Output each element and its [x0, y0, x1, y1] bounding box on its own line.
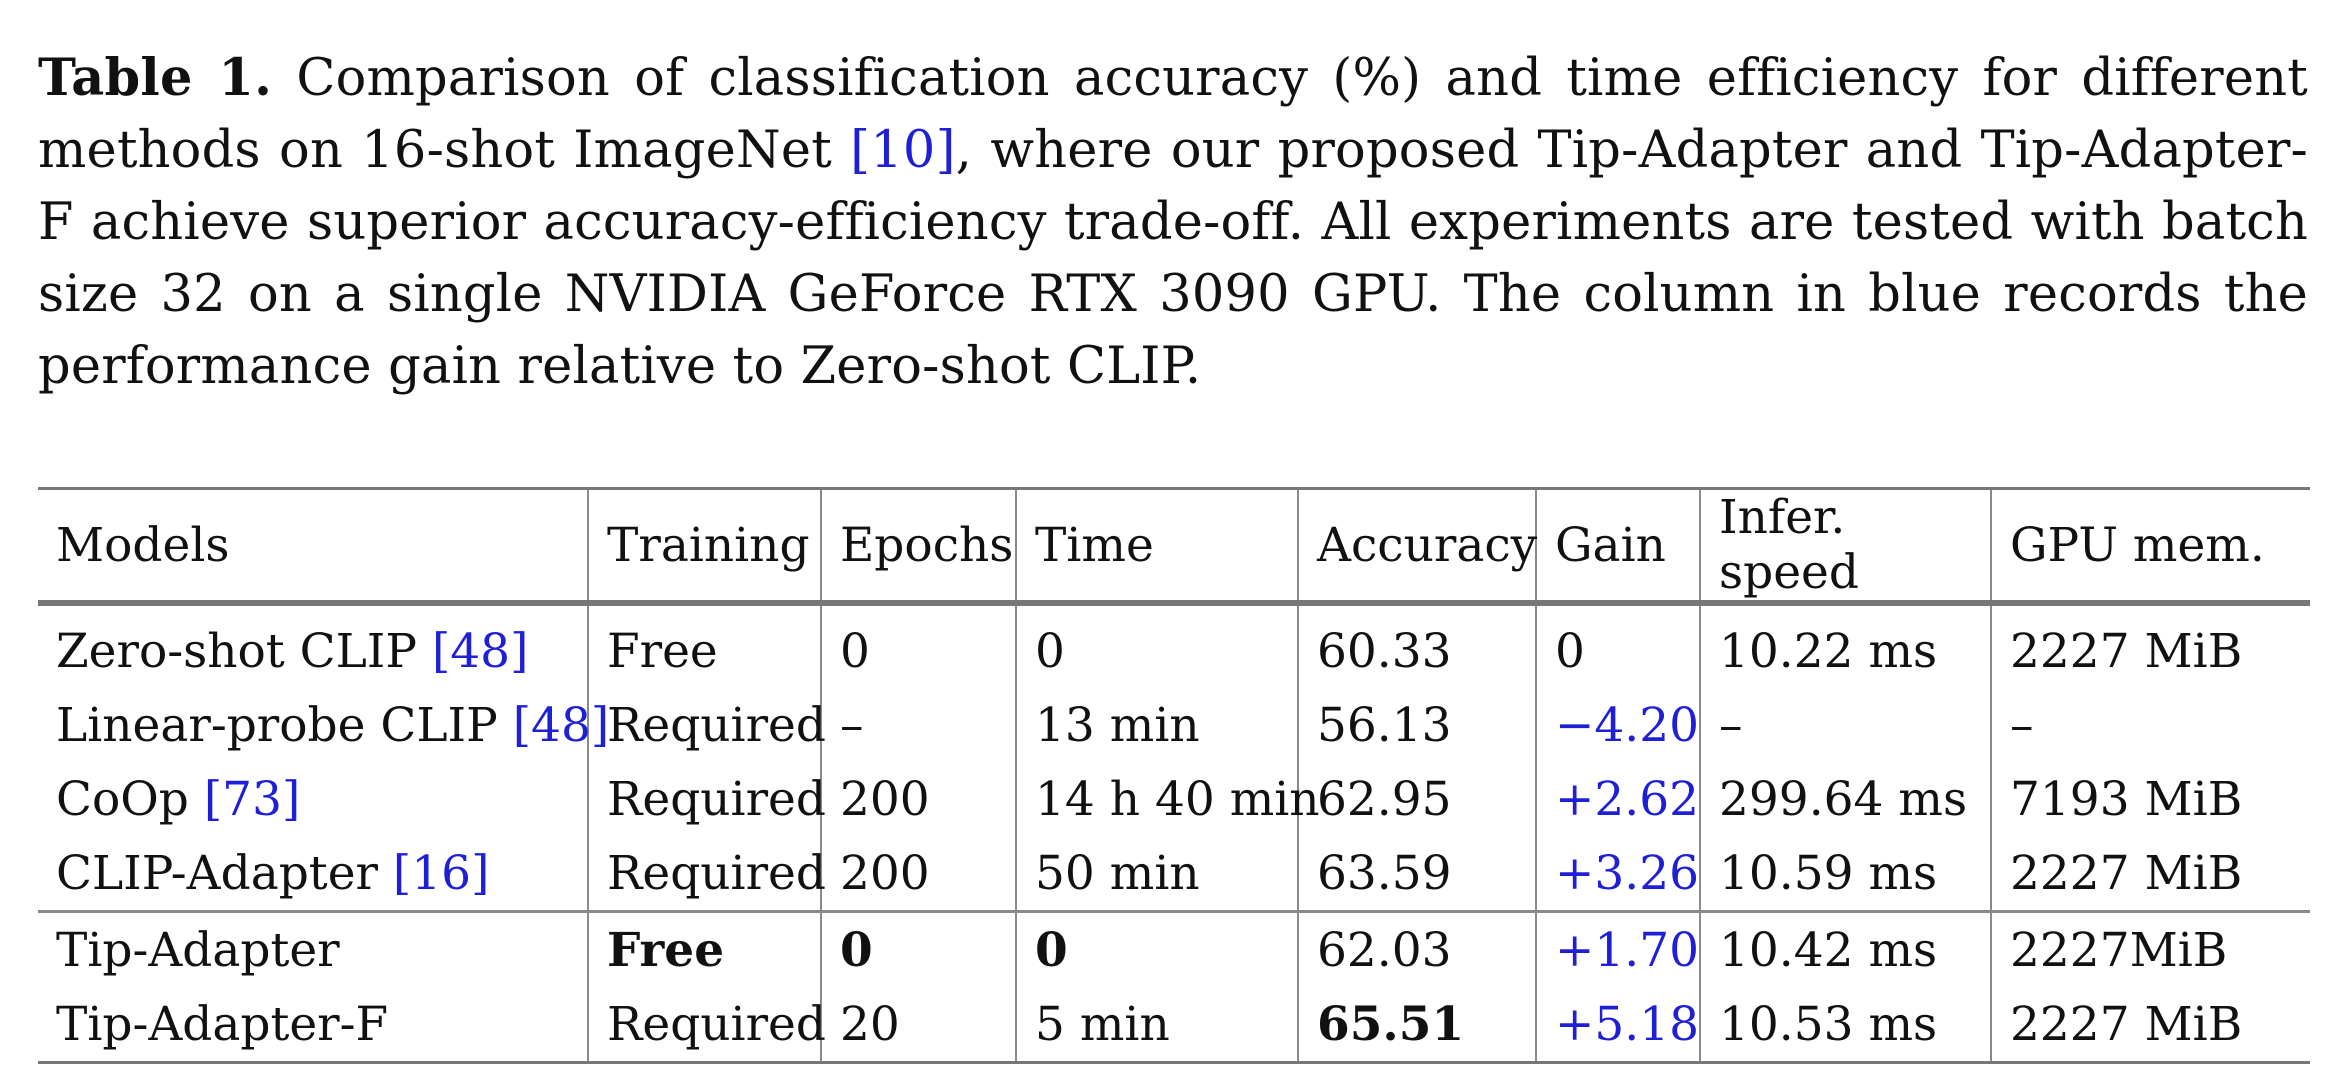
cell-training: Required [587, 762, 826, 836]
cell-time: 0 [1015, 603, 1298, 688]
header-gain: Gain [1535, 487, 1700, 606]
table-caption: Table 1. Comparison of classification ac… [38, 42, 2308, 403]
cell-training: Required [587, 987, 826, 1064]
header-infer-speed: Infer. speed [1699, 487, 1991, 606]
table-row: CLIP-Adapter [16] Required 200 50 min 63… [38, 836, 2310, 912]
cell-gpu-mem: 2227MiB [1990, 910, 2310, 987]
cell-gain: +1.70 [1535, 910, 1700, 987]
header-accuracy: Accuracy [1297, 487, 1537, 606]
cell-gpu-mem: 2227 MiB [1990, 987, 2310, 1064]
cell-accuracy: 62.03 [1297, 910, 1536, 987]
table-header-row: Models Training Epochs Time Accuracy Gai… [38, 487, 2310, 606]
caption-label: Table 1. [38, 48, 273, 108]
results-table: Models Training Epochs Time Accuracy Gai… [38, 487, 2310, 1064]
cell-training: Free [587, 910, 821, 987]
cell-accuracy: 56.13 [1297, 688, 1536, 762]
caption-text-part2: , where our proposed Tip-Adapter and Tip… [38, 121, 2308, 396]
cell-gain: +5.18 [1535, 987, 1700, 1064]
cell-infer-speed: – [1699, 688, 1991, 762]
cell-gpu-mem: 7193 MiB [1990, 762, 2310, 836]
header-models: Models [38, 487, 588, 606]
model-name: Zero-shot CLIP [56, 623, 432, 679]
cell-model: Tip-Adapter [38, 910, 588, 987]
cell-gain: 0 [1535, 603, 1700, 688]
cell-gpu-mem: 2227 MiB [1990, 836, 2310, 912]
table-row: Zero-shot CLIP [48] Free 0 0 60.33 0 10.… [38, 603, 2310, 688]
cell-training: Required [587, 688, 826, 762]
cell-epochs: 200 [820, 762, 1016, 836]
cell-model: Linear-probe CLIP [48] [38, 688, 609, 762]
cell-epochs: – [820, 688, 1016, 762]
cell-model: Tip-Adapter-F [38, 987, 588, 1064]
cell-epochs: 200 [820, 836, 1016, 912]
cell-time: 5 min [1015, 987, 1298, 1064]
table-row: CoOp [73] Required 200 14 h 40 min 62.95… [38, 762, 2310, 836]
cell-infer-speed: 10.59 ms [1699, 836, 1991, 912]
proposed-methods-group: Tip-Adapter Free 0 0 62.03 +1.70 10.42 m… [38, 910, 2310, 1064]
cell-time: 14 h 40 min [1015, 762, 1320, 836]
caption-citation-link[interactable]: [10] [850, 121, 956, 180]
model-citation-link[interactable]: [16] [392, 845, 490, 901]
cell-accuracy: 62.95 [1297, 762, 1536, 836]
baseline-methods-group: Zero-shot CLIP [48] Free 0 0 60.33 0 10.… [38, 603, 2310, 912]
header-training: Training [587, 487, 821, 606]
cell-gain: −4.20 [1535, 688, 1700, 762]
cell-infer-speed: 10.22 ms [1699, 603, 1991, 688]
cell-model: Zero-shot CLIP [48] [38, 603, 588, 688]
cell-model: CoOp [73] [38, 762, 588, 836]
cell-accuracy: 65.51 [1297, 987, 1536, 1064]
cell-gpu-mem: 2227 MiB [1990, 603, 2310, 688]
cell-infer-speed: 10.42 ms [1699, 910, 1991, 987]
cell-accuracy: 63.59 [1297, 836, 1536, 912]
cell-gain: +2.62 [1535, 762, 1700, 836]
cell-gain: +3.26 [1535, 836, 1700, 912]
model-citation-link[interactable]: [73] [203, 771, 301, 827]
model-name: CoOp [56, 771, 204, 827]
model-citation-link[interactable]: [48] [512, 697, 610, 753]
cell-accuracy: 60.33 [1297, 603, 1536, 688]
caption-text-part1: Comparison of classification accuracy (%… [38, 49, 2308, 180]
header-gpu-mem: GPU mem. [1990, 487, 2310, 606]
cell-epochs: 20 [820, 987, 1016, 1064]
table-row: Linear-probe CLIP [48] Required – 13 min… [38, 688, 2310, 762]
cell-infer-speed: 10.53 ms [1699, 987, 1991, 1064]
model-name: Linear-probe CLIP [56, 697, 513, 753]
header-epochs: Epochs [820, 487, 1016, 606]
cell-time: 0 [1015, 910, 1298, 987]
model-name: CLIP-Adapter [56, 845, 393, 901]
table-row: Tip-Adapter-F Required 20 5 min 65.51 +5… [38, 987, 2310, 1064]
cell-model: CLIP-Adapter [16] [38, 836, 588, 912]
results-table-container: Models Training Epochs Time Accuracy Gai… [38, 487, 2310, 1064]
cell-training: Required [587, 836, 826, 912]
cell-time: 50 min [1015, 836, 1298, 912]
cell-time: 13 min [1015, 688, 1298, 762]
table-row: Tip-Adapter Free 0 0 62.03 +1.70 10.42 m… [38, 910, 2310, 987]
cell-gpu-mem: – [1990, 688, 2310, 762]
cell-training: Free [587, 603, 821, 688]
model-citation-link[interactable]: [48] [431, 623, 529, 679]
header-time: Time [1015, 487, 1298, 606]
cell-infer-speed: 299.64 ms [1699, 762, 1991, 836]
cell-epochs: 0 [820, 910, 1016, 987]
cell-epochs: 0 [820, 603, 1016, 688]
